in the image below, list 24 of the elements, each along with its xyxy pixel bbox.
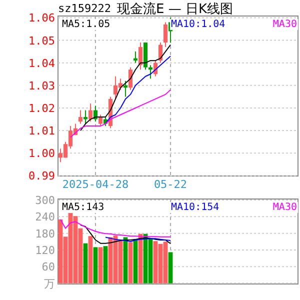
text: MA30 <box>272 19 297 30</box>
y-tick-label: 60 <box>42 260 55 274</box>
y-tick-label: 180 <box>35 227 55 240</box>
y-tick-label: 1.01 <box>28 124 55 138</box>
series-label: MA5:143 <box>62 202 104 213</box>
x-tick-label: 2025-04-28 <box>62 178 129 191</box>
text: MA30 <box>272 202 297 213</box>
x-tick-label: 05-22 <box>154 178 188 191</box>
y-tick-label: 0.99 <box>28 170 55 183</box>
y-tick-label: 300 <box>35 194 55 207</box>
text: MA10:154 <box>171 202 220 213</box>
y-tick-label: 1.02 <box>28 102 55 115</box>
chart-title: 现金流E — 日K线图 <box>116 1 234 17</box>
y-tick-label: 万 <box>44 277 55 290</box>
text: MA10:1.04 <box>171 19 226 30</box>
y-tick-label: 1.00 <box>28 147 55 160</box>
y-tick-label: 1.05 <box>28 34 55 48</box>
text: sz159222 <box>58 2 111 15</box>
y-tick-label: 120 <box>35 244 55 257</box>
y-tick-label: 1.03 <box>28 79 55 92</box>
y-tick-label: 1.06 <box>28 12 55 25</box>
y-tick-label: 240 <box>35 210 55 224</box>
y-tick-label: 1.04 <box>28 56 56 70</box>
text: MA5:1.05 <box>62 19 110 30</box>
